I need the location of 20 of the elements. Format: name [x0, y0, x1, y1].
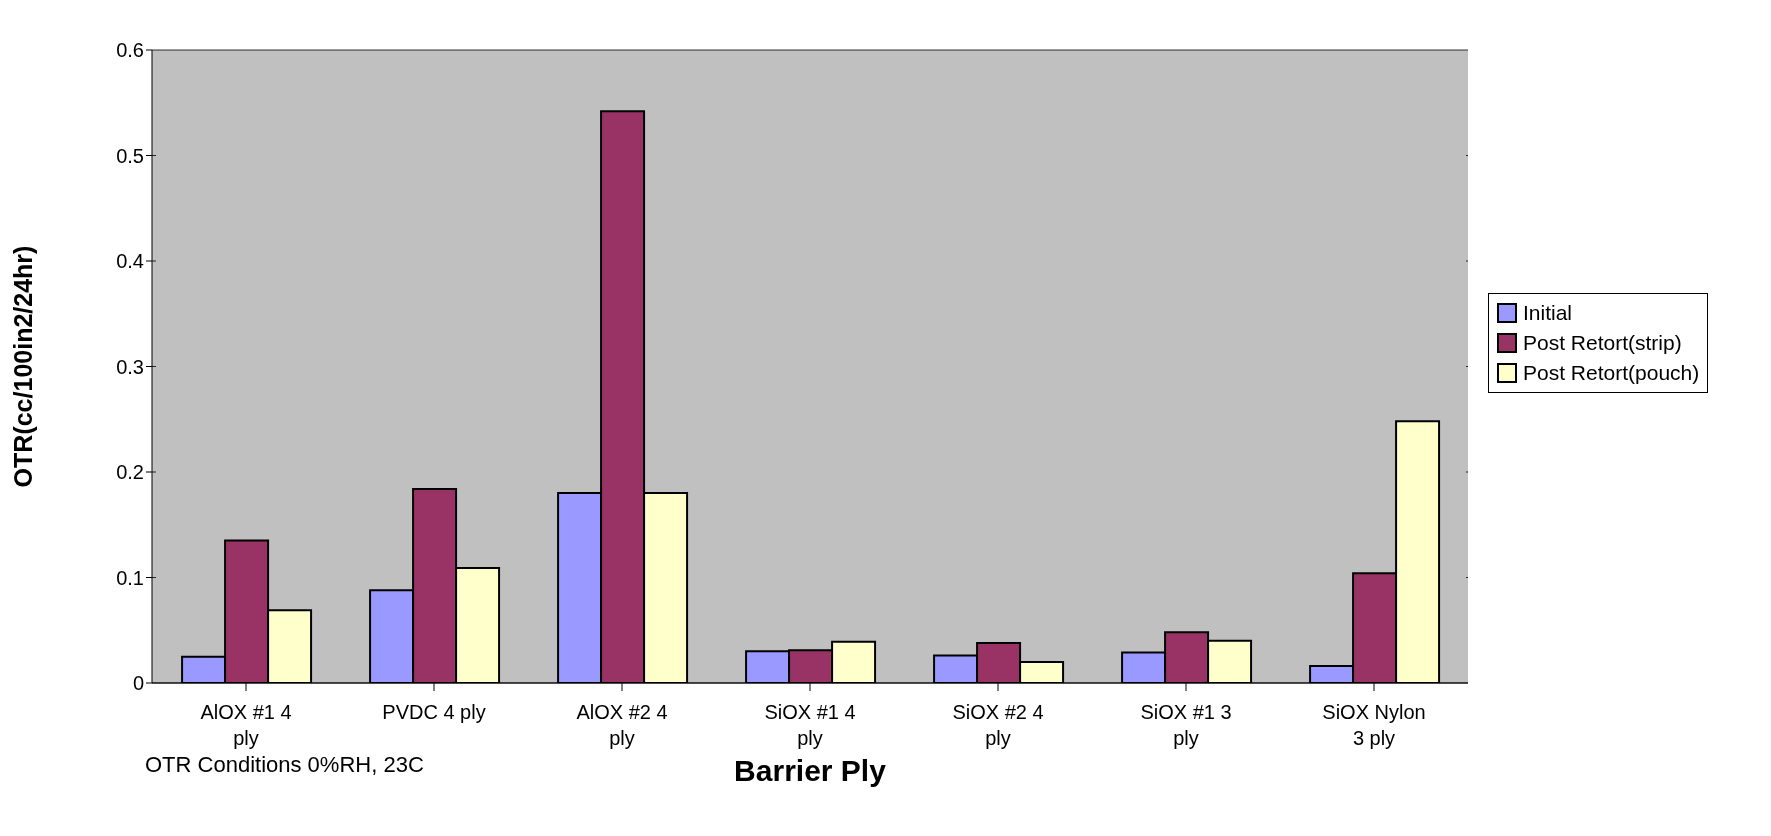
y-tick-label: 0.1 — [116, 566, 144, 589]
x-tick-label: AlOX #1 4 ply — [200, 701, 292, 749]
x-axis-title: Barrier Ply — [734, 754, 887, 787]
legend-label: Initial — [1523, 300, 1573, 326]
x-tick-label: SiOX #1 4 ply — [764, 701, 856, 749]
text: OTR Conditions 0%RH, 23C — [145, 752, 424, 778]
y-tick-label: 0.4 — [116, 250, 144, 273]
x-tick-label: SiOX Nylon 3 ply — [1322, 701, 1426, 749]
y-tick-label: 0.3 — [116, 355, 144, 378]
legend-label: Post Retort(strip) — [1523, 330, 1682, 356]
x-tick-label: SiOX #1 3 ply — [1140, 701, 1232, 749]
y-tick-label: 0.5 — [116, 144, 144, 167]
x-tick-label: AlOX #2 4 ply — [576, 701, 668, 749]
y-axis-title: OTR(cc/100in2/24hr) — [8, 245, 37, 488]
y-tick-label: 0.6 — [116, 39, 144, 62]
y-tick-label: 0.2 — [116, 461, 144, 484]
legend-label: Post Retort(pouch) — [1523, 360, 1700, 386]
x-tick-label: SiOX #2 4 ply — [952, 701, 1044, 749]
y-tick-label: 0 — [132, 672, 144, 695]
x-tick-label: PVDC 4 ply — [382, 701, 486, 723]
